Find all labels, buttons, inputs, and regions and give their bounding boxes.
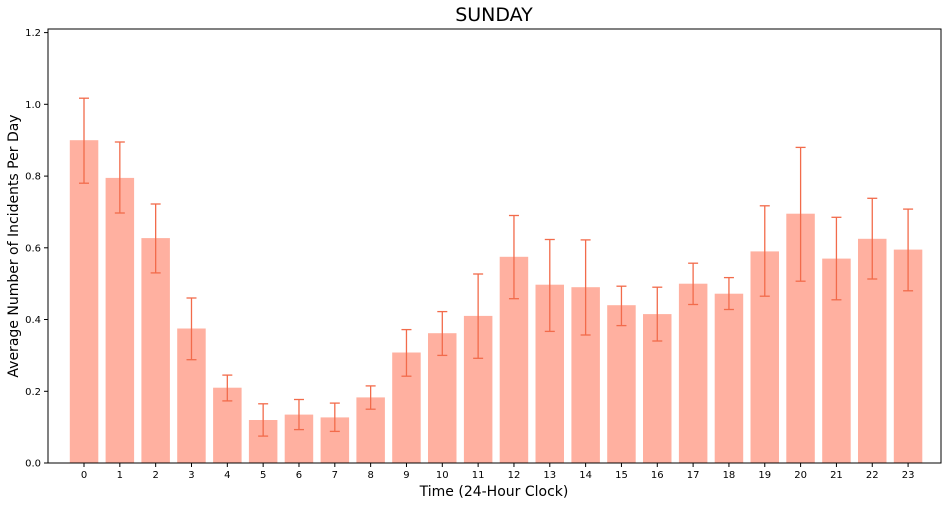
y-tick-label-1.0: 1.0 [25,100,41,111]
error-bar-18 [723,276,734,311]
x-tick-label-6: 6 [296,470,302,481]
error-bar-11 [473,273,484,359]
x-tick-label-15: 15 [615,470,628,481]
x-tick-label-13: 13 [543,470,556,481]
error-bar-7 [329,402,340,433]
error-bar-9 [401,328,412,377]
x-tick-label-0: 0 [81,470,87,481]
error-bar-5 [258,403,269,437]
bar-17 [678,283,708,463]
error-bar-8 [365,385,376,410]
x-tick-label-20: 20 [794,470,807,481]
error-bar-17 [688,262,699,306]
x-tick-label-8: 8 [367,470,373,481]
error-bars-group [79,97,914,437]
x-tick-label-21: 21 [830,470,843,481]
x-tick-label-7: 7 [332,470,338,481]
error-bar-15 [616,285,627,327]
bar-2 [141,238,170,463]
bar-0 [69,140,99,463]
x-tick-label-10: 10 [436,470,449,481]
error-bar-14 [580,239,591,336]
x-tick-label-2: 2 [152,470,158,481]
x-tick-label-18: 18 [723,470,736,481]
y-tick-label-0.6: 0.6 [25,243,41,254]
error-bar-13 [544,238,555,333]
y-tick-label-0.8: 0.8 [25,172,41,183]
error-bar-19 [759,205,770,297]
x-tick-label-16: 16 [651,470,664,481]
y-tick-label-1.2: 1.2 [25,28,41,39]
x-tick-label-1: 1 [117,470,123,481]
error-bar-20 [795,146,806,282]
error-bar-23 [903,208,914,292]
y-axis: 0.0 0.2 0.4 0.6 0.8 1.0 1.2 [25,28,48,470]
bars-group [69,140,923,463]
bar-1 [105,177,135,463]
bar-15 [607,305,636,463]
error-bar-21 [831,216,842,301]
error-bar-3 [186,297,197,361]
x-tick-label-9: 9 [403,470,409,481]
x-tick-label-11: 11 [472,470,485,481]
error-bar-10 [437,310,448,357]
y-axis-label: Average Number of Incidents Per Day [6,114,22,377]
x-axis: 0 1 2 3 4 5 6 7 8 9 10 11 12 13 14 15 16 17 18 19 20 21 22 23 [81,463,915,481]
y-tick-label-0.4: 0.4 [25,315,41,326]
error-bar-2 [150,203,161,274]
x-tick-label-14: 14 [579,470,592,481]
x-tick-label-4: 4 [224,470,230,481]
x-tick-label-19: 19 [758,470,771,481]
plot-frame [47,28,942,464]
error-bar-16 [652,286,663,342]
x-tick-label-5: 5 [260,470,266,481]
y-tick-label-0.2: 0.2 [25,387,41,398]
x-axis-label: Time (24-Hour Clock) [419,484,569,500]
bar-18 [714,293,744,463]
y-tick-label-0.0: 0.0 [25,459,41,470]
x-tick-label-12: 12 [508,470,521,481]
chart-title: SUNDAY [455,4,533,26]
x-tick-label-23: 23 [902,470,915,481]
x-tick-label-3: 3 [188,470,194,481]
error-bar-12 [508,214,519,300]
error-bar-4 [222,374,233,402]
error-bar-6 [293,398,304,431]
error-bar-1 [114,141,125,214]
error-bar-22 [867,197,878,280]
x-tick-label-17: 17 [687,470,700,481]
error-bar-0 [79,97,89,184]
x-tick-label-22: 22 [866,470,879,481]
